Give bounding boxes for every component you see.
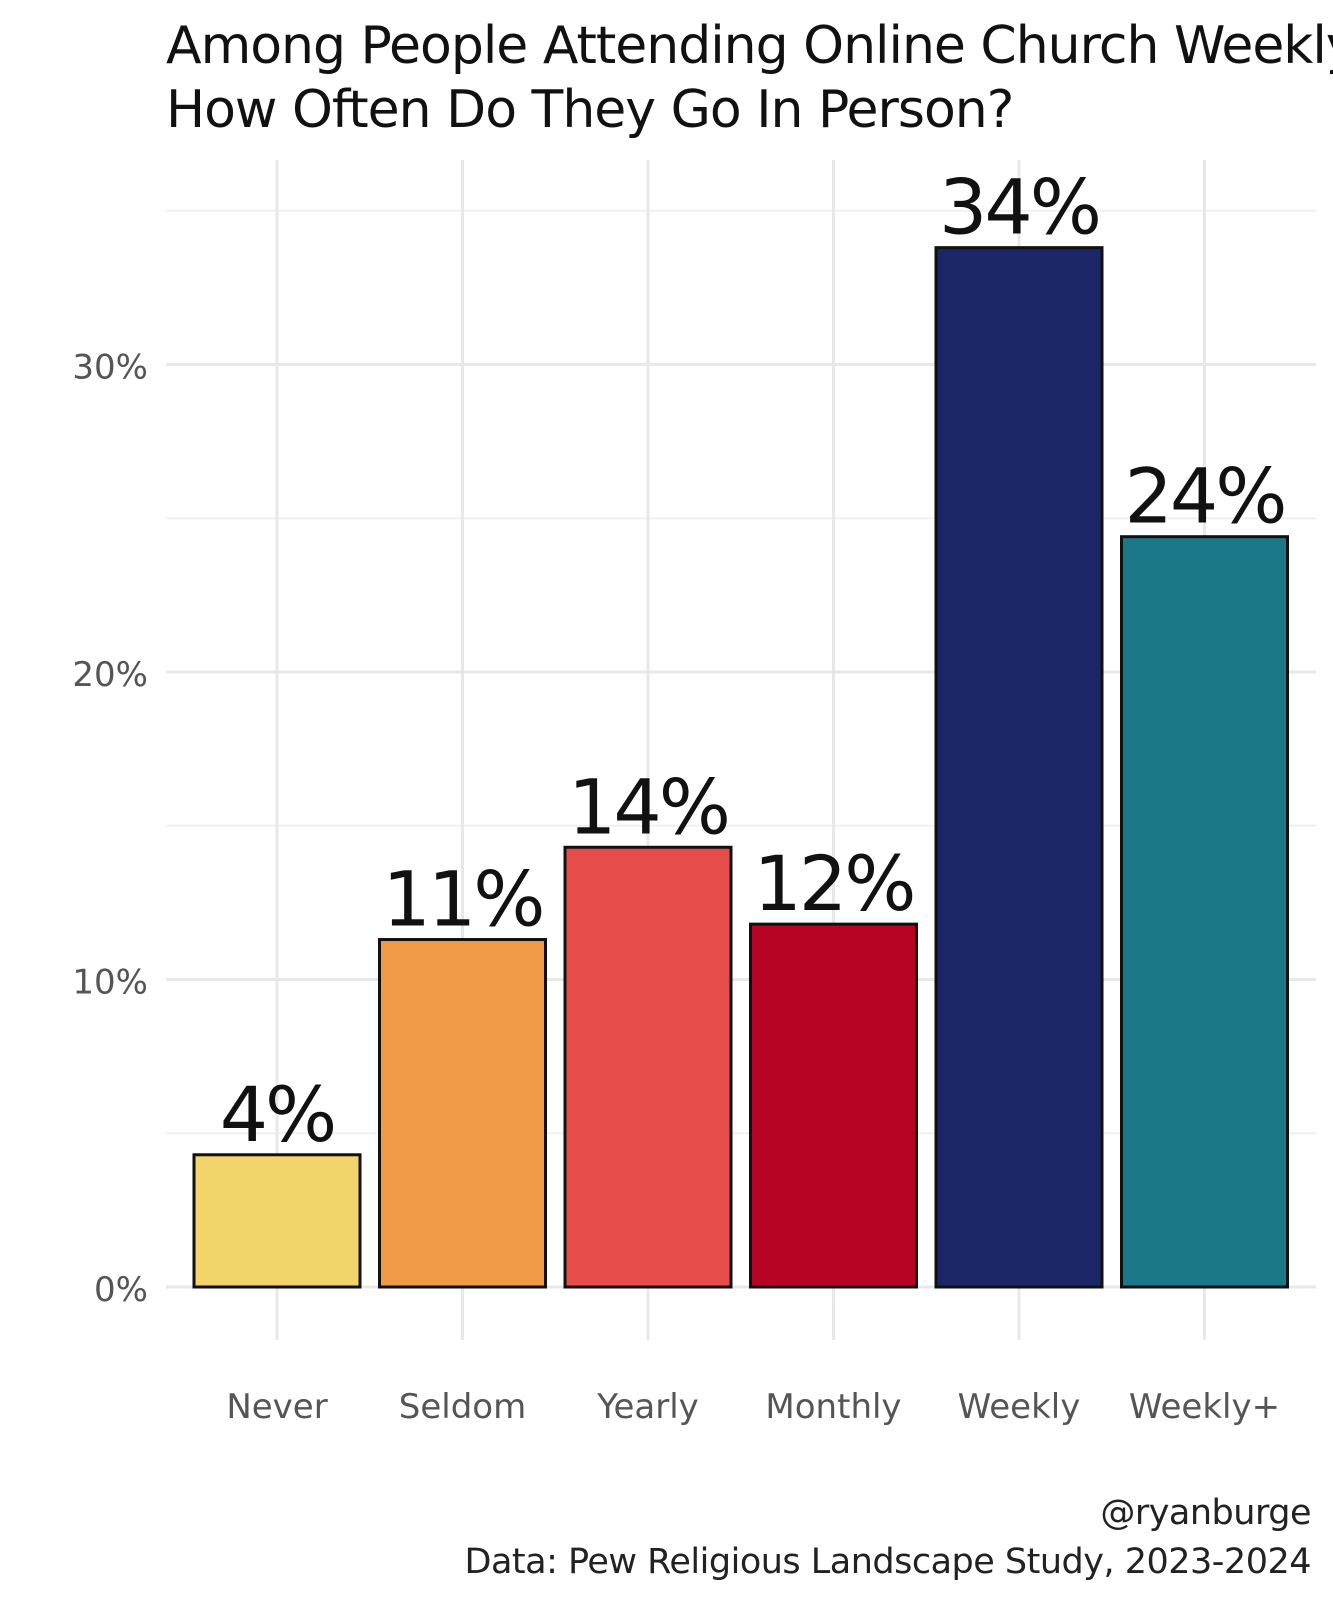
bar-monthly [749, 922, 918, 1289]
value-labels: 4% 11% 14% 12% 34% 24% [220, 163, 1288, 1159]
chart-title: Among People Attending Online Church Wee… [166, 14, 1333, 142]
y-tick-label: 10% [72, 963, 148, 1003]
y-tick-label: 30% [72, 348, 148, 388]
y-tick-label: 20% [72, 655, 148, 695]
value-label: 14% [568, 762, 728, 851]
y-axis: 0% 10% 20% 30% [72, 348, 148, 1311]
bar-weekly [934, 246, 1104, 1289]
x-tick-label: Seldom [399, 1387, 526, 1427]
y-tick-label: 0% [94, 1270, 148, 1310]
x-tick-label: Monthly [765, 1387, 901, 1427]
bar-weeklyplus [1120, 535, 1289, 1289]
value-label: 11% [383, 855, 543, 944]
data-source: Data: Pew Religious Landscape Study, 202… [464, 1542, 1312, 1582]
x-tick-label: Yearly [596, 1387, 699, 1427]
x-axis: Never Seldom Yearly Monthly Weekly Weekly+ [226, 1387, 1280, 1427]
x-tick-label: Weekly [958, 1387, 1081, 1427]
value-label: 34% [939, 163, 1099, 252]
value-label: 12% [754, 839, 914, 928]
value-label: 4% [220, 1070, 335, 1159]
x-tick-label: Weekly+ [1129, 1387, 1280, 1427]
author-handle: @ryanburge [1100, 1493, 1311, 1533]
bar-never [192, 1153, 362, 1289]
bar-seldom [378, 938, 547, 1289]
x-tick-label: Never [226, 1387, 327, 1427]
chart-title-line-1: Among People Attending Online Church Wee… [166, 16, 1333, 76]
bars [192, 246, 1289, 1289]
value-label: 24% [1125, 452, 1285, 541]
chart-title-line-2: How Often Do They Go In Person? [166, 80, 1014, 140]
bar-yearly [563, 845, 733, 1289]
